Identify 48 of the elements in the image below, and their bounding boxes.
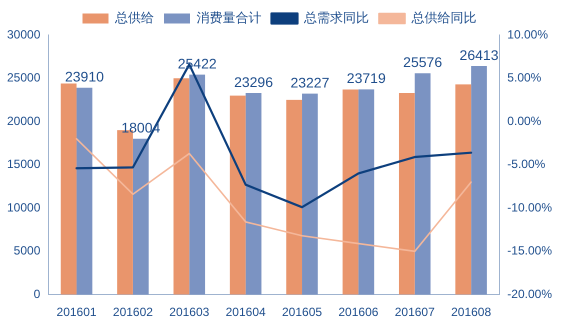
data-label: 25422 (178, 55, 217, 72)
y2-tick-label: 5.00% (507, 70, 542, 85)
data-label: 25576 (403, 54, 442, 70)
bar (132, 138, 149, 295)
bar (174, 78, 190, 295)
x-tick-label: 201608 (451, 305, 492, 320)
x-tick-label: 201601 (56, 305, 97, 320)
x-tick-label: 201605 (282, 305, 322, 320)
data-label: 23910 (64, 68, 104, 85)
x-tick-label: 201602 (112, 305, 154, 320)
y-tick-label: 15000 (6, 157, 41, 172)
y2-tick-label: -10.00% (507, 200, 552, 214)
y-tick-label: 5000 (14, 244, 41, 258)
bar (398, 92, 415, 295)
y2-tick-label: -15.00% (507, 244, 552, 258)
legend-label: 总需求同比 (303, 10, 369, 26)
y-tick-label: 30000 (6, 27, 41, 42)
bar (189, 74, 206, 295)
y2-tick-label: 10.00% (507, 27, 548, 42)
bar (60, 83, 77, 295)
y2-tick-label: 0.00% (507, 114, 542, 128)
data-label: 26413 (460, 46, 499, 63)
bar (76, 88, 92, 295)
x-tick-label: 201604 (226, 305, 266, 320)
data-label: 23227 (290, 74, 330, 90)
y-tick-label: 0 (34, 286, 41, 301)
bar (471, 66, 487, 295)
y-tick-label: 25000 (6, 70, 41, 85)
legend-label: 总供给 (114, 10, 154, 26)
x-tick-label: 201607 (394, 305, 436, 320)
data-label: 23296 (234, 74, 274, 90)
bar (302, 94, 318, 295)
bar (414, 73, 431, 295)
bar (286, 100, 302, 295)
x-tick-label: 201606 (338, 305, 379, 320)
y-tick-label: 20000 (6, 114, 41, 128)
bar (455, 84, 472, 295)
y-tick-label: 10000 (6, 200, 41, 214)
bar (246, 93, 262, 295)
legend-label: 总供给同比 (410, 10, 476, 26)
x-tick-label: 201603 (169, 305, 210, 320)
bar (358, 89, 374, 295)
legend-label: 消费量合计 (196, 10, 262, 26)
data-label: 23719 (346, 70, 386, 86)
y2-tick-label: -20.00% (507, 286, 552, 301)
bar (230, 96, 246, 295)
y2-tick-label: -5.00% (507, 157, 546, 172)
bar (342, 90, 358, 295)
